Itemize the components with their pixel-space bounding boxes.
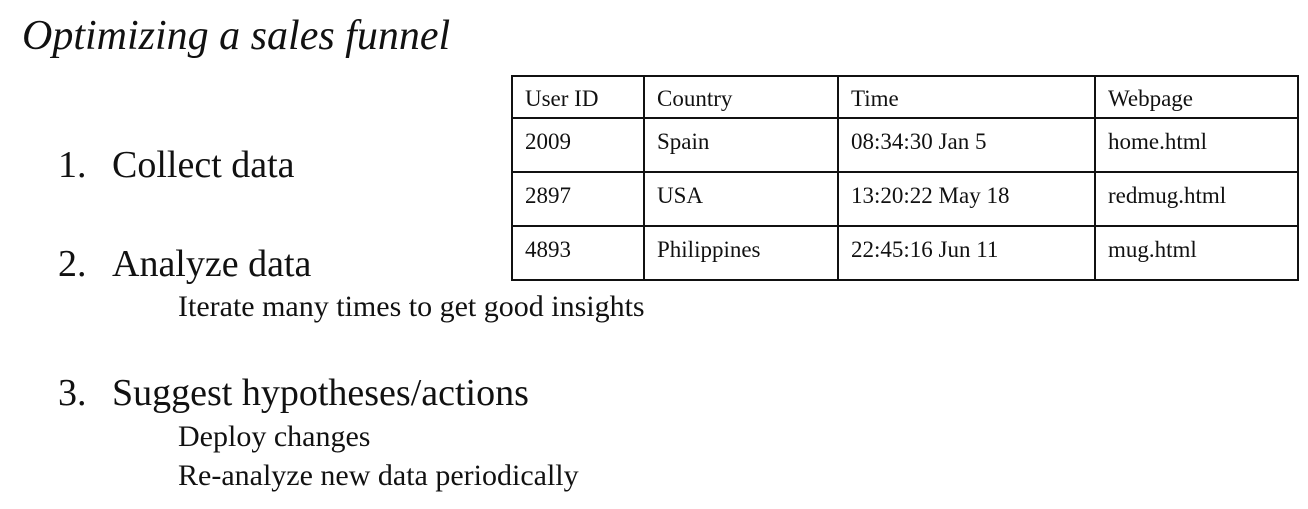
step-number: 2. (58, 243, 87, 285)
step-suggest-hypotheses: 3. Suggest hypotheses/actions (58, 370, 529, 416)
cell-time: 22:45:16 Jun 11 (837, 225, 1096, 281)
cell-time: 13:20:22 May 18 (837, 171, 1096, 227)
cell-country: Spain (643, 117, 839, 173)
cell-webpage: home.html (1094, 117, 1299, 173)
column-header-country: Country (643, 75, 839, 119)
column-header-webpage: Webpage (1094, 75, 1299, 119)
step-collect-data: 1. Collect data (58, 142, 295, 188)
table-row: 2897 USA 13:20:22 May 18 redmug.html (511, 171, 1299, 227)
step-subitem: Iterate many times to get good insights (178, 290, 645, 323)
step-number: 1. (58, 144, 87, 186)
column-header-time: Time (837, 75, 1096, 119)
cell-user-id: 4893 (511, 225, 645, 281)
cell-webpage: mug.html (1094, 225, 1299, 281)
table-header-row: User ID Country Time Webpage (511, 75, 1299, 119)
step-analyze-data: 2. Analyze data (58, 241, 311, 287)
cell-country: USA (643, 171, 839, 227)
table-row: 2009 Spain 08:34:30 Jan 5 home.html (511, 117, 1299, 173)
step-subitem: Deploy changes (178, 420, 371, 453)
cell-user-id: 2009 (511, 117, 645, 173)
step-label: Suggest hypotheses/actions (112, 372, 529, 414)
slide-title: Optimizing a sales funnel (22, 13, 451, 59)
table-row: 4893 Philippines 22:45:16 Jun 11 mug.htm… (511, 225, 1299, 281)
step-subitem: Re-analyze new data periodically (178, 459, 579, 492)
web-log-table: User ID Country Time Webpage 2009 Spain … (511, 75, 1299, 281)
cell-country: Philippines (643, 225, 839, 281)
step-label: Analyze data (112, 243, 312, 285)
column-header-user-id: User ID (511, 75, 645, 119)
cell-user-id: 2897 (511, 171, 645, 227)
step-label: Collect data (112, 144, 295, 186)
step-number: 3. (58, 372, 87, 414)
cell-time: 08:34:30 Jan 5 (837, 117, 1096, 173)
cell-webpage: redmug.html (1094, 171, 1299, 227)
